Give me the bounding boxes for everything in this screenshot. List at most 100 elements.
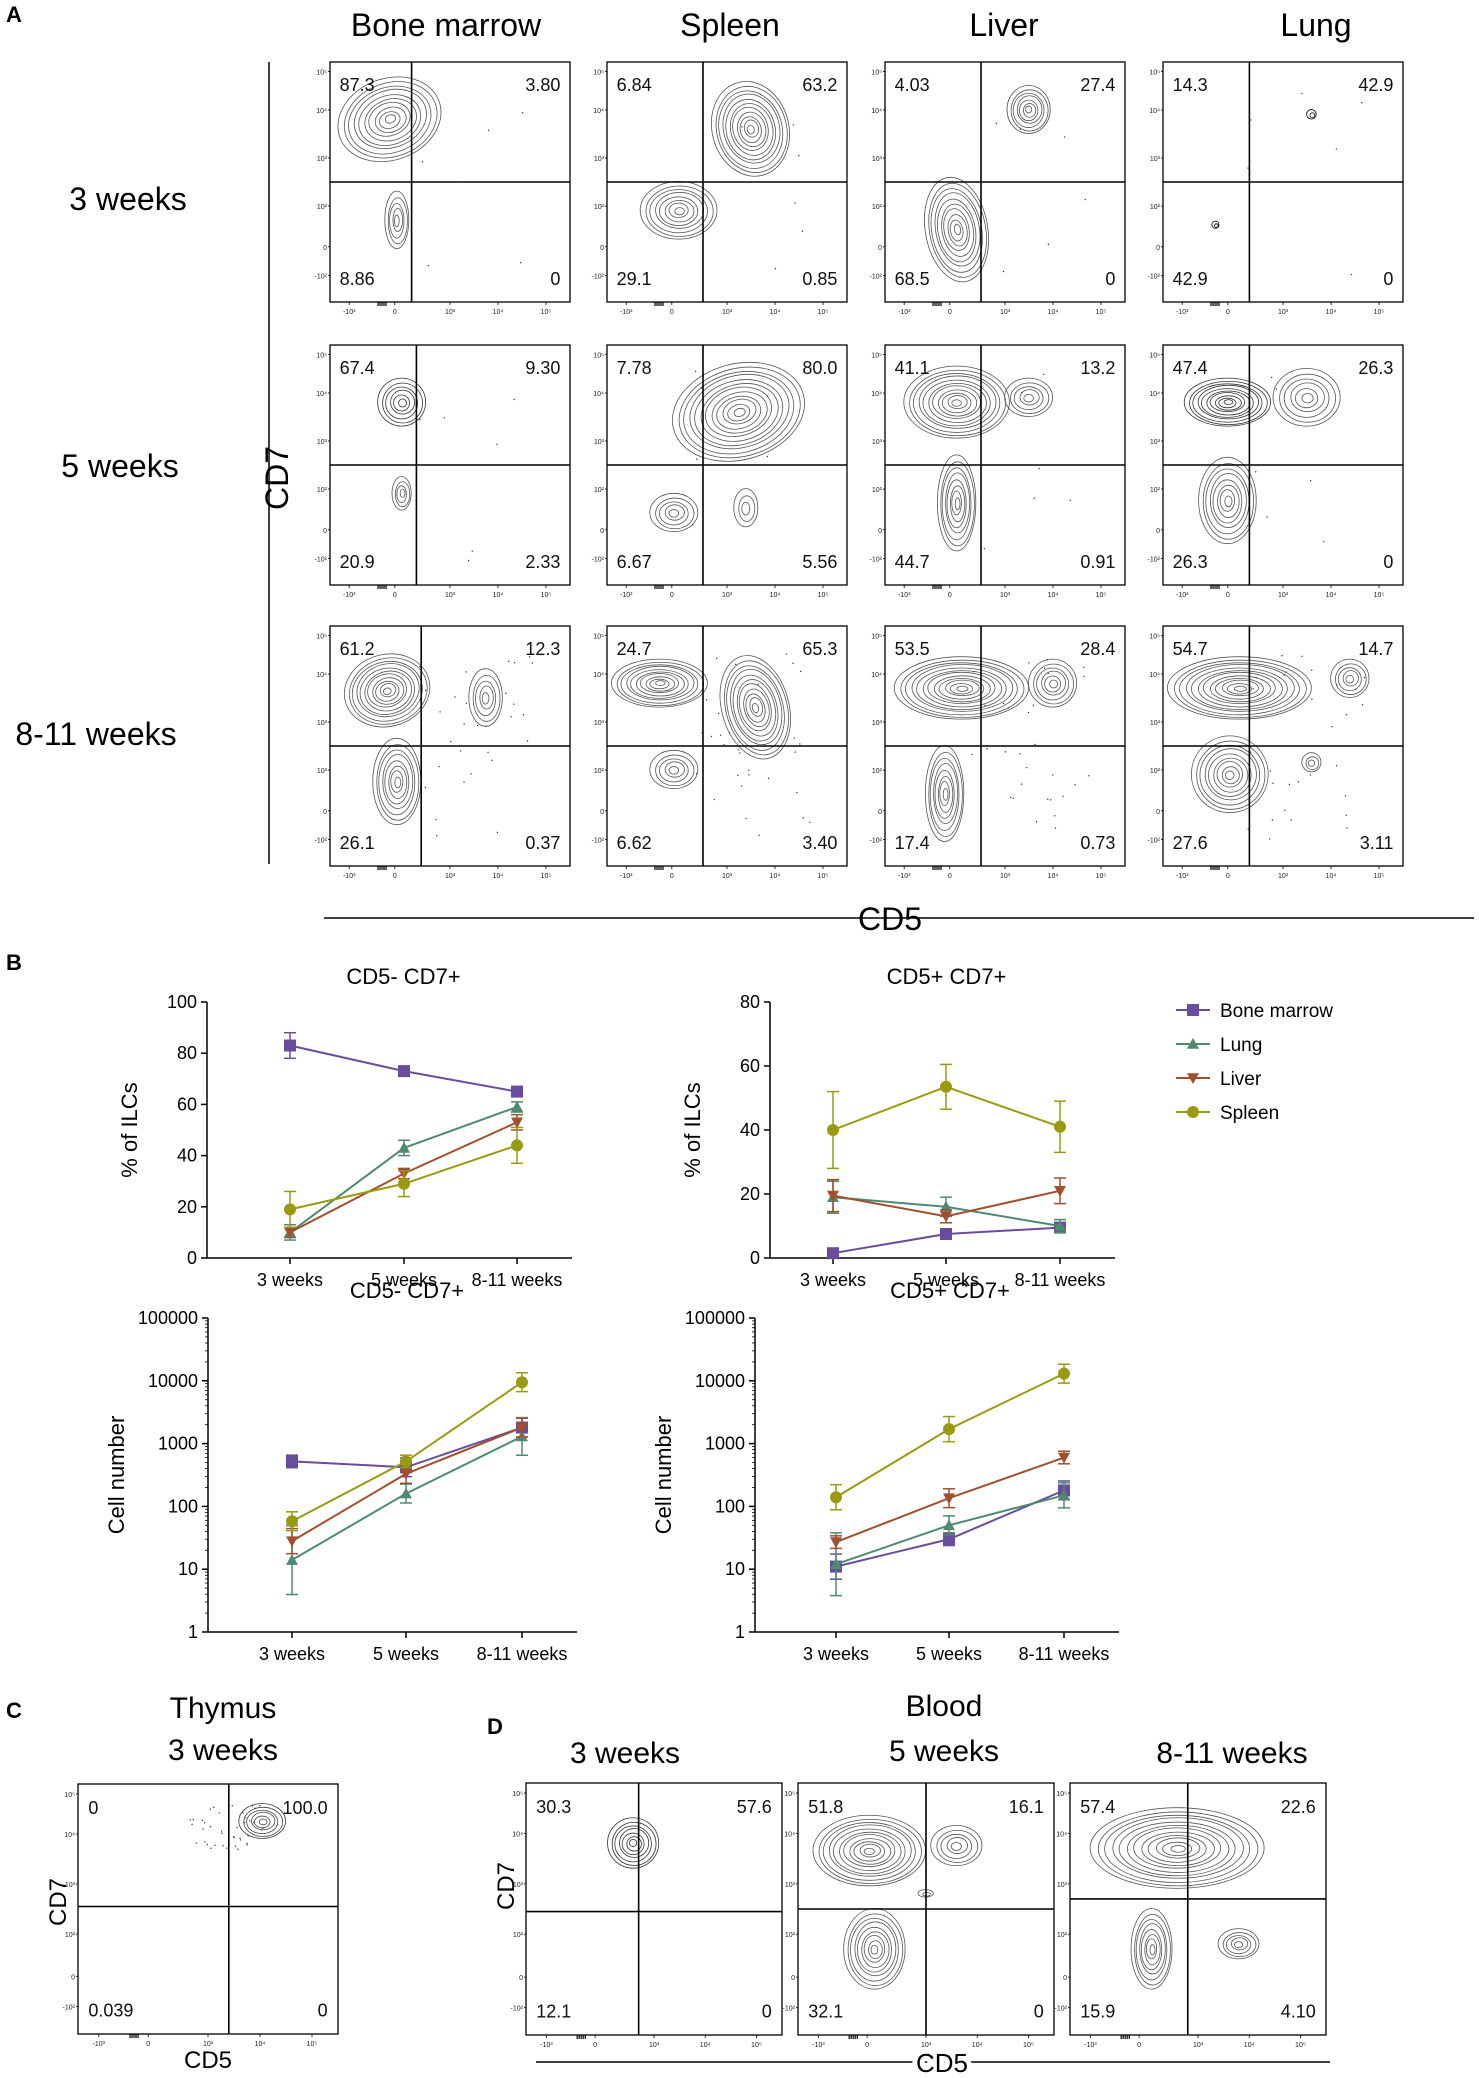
- x-tick-label: 8-11 weeks: [1019, 1644, 1110, 1664]
- event-dot: [519, 261, 522, 264]
- x-tick-label: -10³: [1176, 592, 1189, 599]
- x-tick-label: 0: [1226, 873, 1230, 880]
- contour-line: [1208, 753, 1252, 797]
- contour-line: [1209, 392, 1246, 413]
- x-tick-label: 10⁴: [1048, 309, 1059, 316]
- x-tick-label: 10³: [722, 592, 733, 599]
- x-tick-label: -10³: [343, 592, 356, 599]
- event-dot: [720, 734, 722, 736]
- y-tick-label: -10²: [315, 274, 328, 281]
- contour-line: [949, 219, 964, 242]
- panel-c-x-axis-label: CD5: [184, 2047, 232, 2074]
- contour-line: [828, 1824, 912, 1877]
- quadrant-value-bottom-right: 0.73: [1080, 833, 1115, 853]
- contour-line: [949, 683, 974, 695]
- legend-marker: [1187, 1106, 1199, 1118]
- contour-line: [630, 669, 689, 699]
- y-tick-label: 10⁴: [1149, 391, 1160, 398]
- x-tick-label: 10⁴: [700, 2042, 711, 2049]
- event-dot: [210, 1847, 212, 1850]
- y-tick-label: -10²: [592, 557, 605, 564]
- x-tick-label: 0: [393, 592, 397, 599]
- event-dot: [1309, 480, 1312, 482]
- event-dot: [766, 395, 769, 397]
- y-tick-label: 10⁴: [316, 108, 327, 115]
- event-dot: [421, 160, 424, 163]
- y-tick-label: -10²: [870, 557, 883, 564]
- data-point: [398, 1177, 410, 1190]
- plot-frame: [525, 1782, 783, 2036]
- contour-line: [1211, 220, 1220, 229]
- y-tick-label: -10²: [1148, 557, 1161, 564]
- legend-marker: [1187, 1073, 1199, 1084]
- data-point: [827, 1190, 839, 1202]
- contour-line: [749, 697, 764, 717]
- event-dot: [192, 1818, 194, 1821]
- contour-line: [377, 377, 426, 427]
- y-tick-label: 10⁵: [316, 70, 327, 77]
- contour-line: [940, 461, 975, 547]
- x-tick-label: 10³: [722, 873, 733, 880]
- event-dot: [1046, 659, 1049, 661]
- event-dot: [696, 458, 698, 460]
- contour-line: [379, 111, 401, 129]
- quadrant-value-top-right: 3.80: [525, 75, 560, 95]
- contour-line: [1225, 770, 1235, 780]
- x-tick-label: 3 weeks: [800, 1270, 866, 1290]
- y-tick-label: 10⁵: [784, 1791, 795, 1798]
- contour-line: [893, 656, 1029, 720]
- contour-line: [658, 196, 699, 227]
- event-dot: [1346, 827, 1348, 829]
- contour-line: [1223, 399, 1234, 405]
- panel-label-d: D: [487, 1714, 503, 1739]
- y-tick-label: 10²: [65, 1932, 76, 1939]
- event-dot: [221, 1832, 223, 1834]
- event-dot: [1250, 119, 1252, 121]
- chart-title: CD5- CD7+: [346, 964, 460, 989]
- y-tick-label: 80: [740, 992, 760, 1012]
- flow-plot-liver-8-11-weeks: 10⁵ 10⁴ 10³ 10² 0 -10² -10³ 0 10³ 10⁴ 10⁵ 53.5 28.4 1…: [870, 625, 1126, 880]
- plot-frame: [77, 1783, 339, 2035]
- y-tick-label: 100: [715, 1496, 745, 1516]
- contour-line: [1227, 683, 1252, 695]
- y-tick-label: 0: [323, 245, 327, 252]
- y-tick-label: -10²: [592, 838, 605, 845]
- x-tick-label: 10⁴: [1326, 592, 1337, 599]
- contour-line: [253, 1815, 271, 1829]
- event-dot: [496, 443, 498, 446]
- y-tick-label: 0: [1156, 809, 1160, 816]
- event-dot: [202, 1828, 204, 1830]
- y-tick-label: 10²: [1150, 204, 1161, 211]
- x-tick-label: 10⁵: [307, 2041, 318, 2048]
- event-dot: [799, 670, 802, 673]
- event-dot: [226, 1847, 228, 1849]
- y-tick-label: 60: [177, 1094, 197, 1114]
- contour-line: [1295, 388, 1319, 409]
- event-dot: [234, 1845, 237, 1847]
- y-tick-label: -10²: [1148, 838, 1161, 845]
- contour-line: [1330, 658, 1370, 698]
- quadrant-value-top-left: 61.2: [340, 639, 375, 659]
- y-tick-label: 10⁴: [512, 1831, 523, 1838]
- x-tick-label: -10³: [1084, 2042, 1097, 2049]
- contour-line: [1025, 105, 1033, 114]
- event-dot: [214, 1844, 216, 1847]
- y-tick-label: 100000: [138, 1308, 198, 1328]
- contour-line: [861, 1931, 890, 1969]
- event-dot: [984, 704, 986, 707]
- y-tick-label: 80: [177, 1043, 197, 1063]
- contour-line: [376, 744, 420, 821]
- contour-line: [1204, 748, 1257, 801]
- event-dot: [794, 751, 796, 753]
- y-tick-label: 0: [878, 245, 882, 252]
- x-tick-label: 10³: [1278, 309, 1289, 316]
- contour-line: [649, 189, 708, 234]
- contour-line: [743, 119, 759, 138]
- event-dot: [470, 773, 472, 775]
- x-tick-label: 0: [1226, 592, 1230, 599]
- event-dot: [1247, 167, 1249, 169]
- row-title-5-weeks: 5 weeks: [61, 448, 178, 484]
- y-tick-label: 10²: [513, 1932, 524, 1939]
- quadrant-value-bottom-right: 4.10: [1281, 2001, 1316, 2021]
